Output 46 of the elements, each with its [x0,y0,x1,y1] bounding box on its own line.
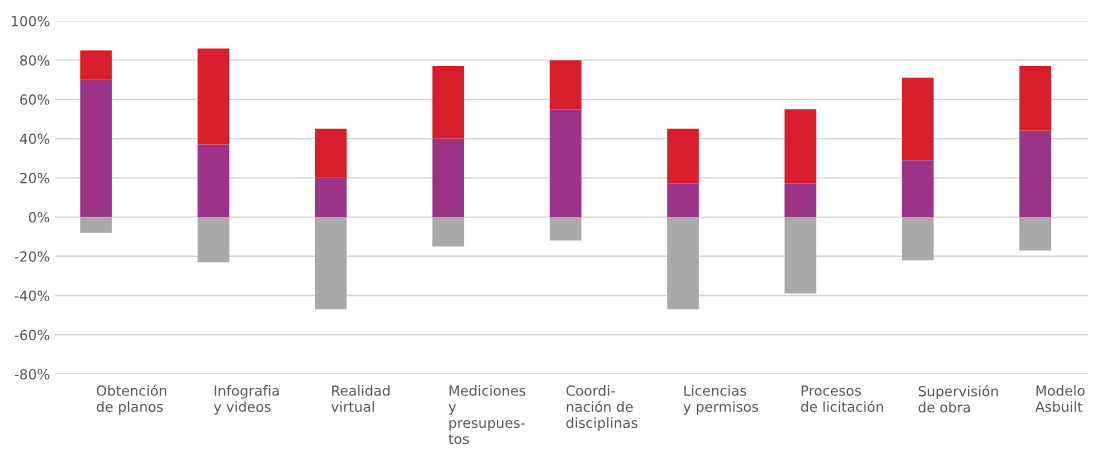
bar [80,79,112,218]
bar [314,128,347,178]
y-tick-label: 20% [20,172,50,184]
bar [1019,66,1052,131]
bar [314,217,347,310]
bar [549,60,582,110]
bar [784,109,817,184]
bar [667,217,699,310]
bar [667,128,699,184]
bar [901,217,934,261]
x-tick-label: Mediciones y presupues- tos [448,385,526,445]
y-tick-label: 40% [19,133,50,145]
x-tick-label: Infografia y videos [213,385,279,415]
x-tick-label: Supervisión de obra [918,385,998,413]
y-tick-label: -80% [14,368,50,380]
y-tick-label: -60% [14,329,50,341]
bar [1019,130,1052,218]
bar [1019,217,1052,251]
bar [901,160,934,218]
y-tick-label: 0% [28,212,50,223]
bar [901,77,934,161]
bar [432,66,465,139]
x-tick-label: Licencias y permisos [683,385,759,415]
x-tick-label: Realidad virtual [331,385,390,412]
bar [667,183,699,218]
bar [549,217,582,241]
bar [80,217,112,233]
bar [197,217,230,263]
bar [197,48,230,145]
bar [432,138,465,218]
bar [197,144,230,218]
y-tick-label: -20% [14,251,50,262]
bar [784,183,817,218]
y-tick-label: -40% [14,290,50,302]
x-tick-label: Coordi- nación de disciplinas [566,385,638,431]
x-tick-label: Procesos de licitación [801,385,883,412]
bar [784,217,817,294]
x-tick-label: Obtención de planos [96,384,167,415]
bar [549,109,582,218]
y-tick-label: 100% [11,15,50,27]
bar [314,177,347,218]
x-tick-label: Modelo Asbuilt [1035,385,1085,412]
y-tick-label: 60% [20,94,50,105]
y-tick-label: 80% [20,55,50,66]
bar [80,50,112,80]
bar [432,217,465,247]
